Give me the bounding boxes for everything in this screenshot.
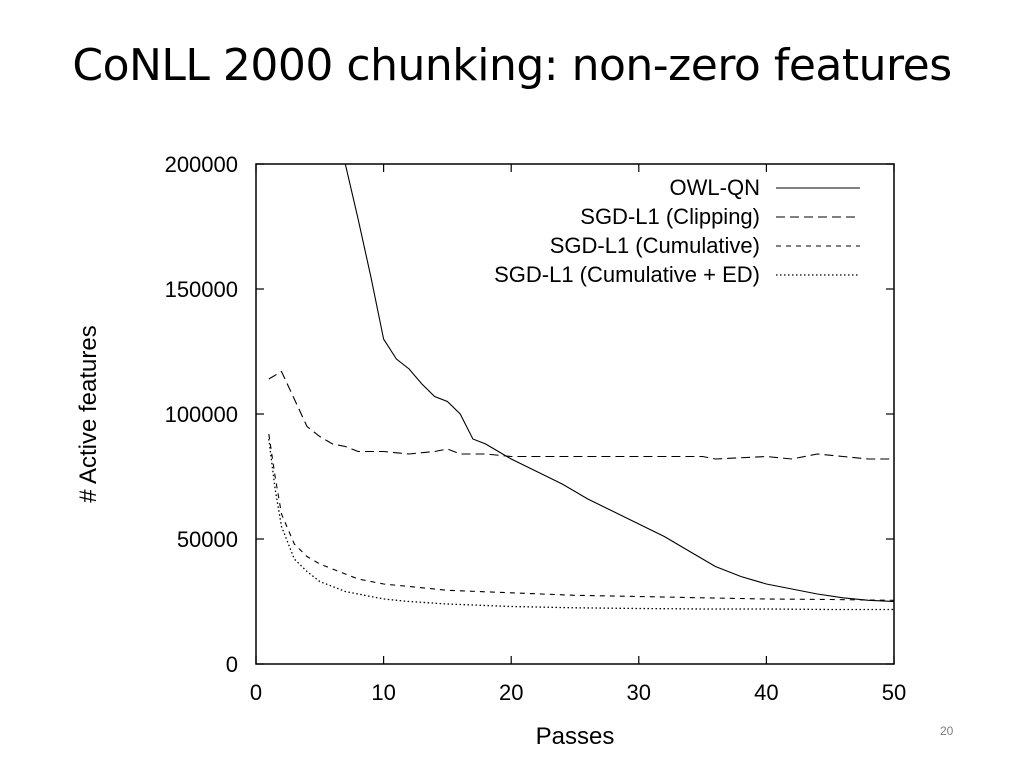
series-line-2: [268, 370, 894, 460]
y-tick-label: 50000: [177, 527, 238, 552]
x-tick-label: 50: [882, 680, 906, 705]
series-group: [268, 164, 894, 611]
x-tick-label: 30: [627, 680, 651, 705]
legend-label: SGD-L1 (Cumulative + ED): [494, 262, 760, 287]
y-axis-label: # Active features: [75, 325, 102, 502]
x-axis: 0 10 20 30 40 50: [250, 164, 906, 705]
y-tick-label: 0: [226, 652, 238, 677]
x-tick-label: 40: [754, 680, 778, 705]
y-tick-label: 200000: [165, 152, 238, 177]
x-axis-label: Passes: [536, 723, 615, 750]
y-tick-label: 150000: [165, 277, 238, 302]
x-tick-label: 0: [250, 680, 262, 705]
x-tick-label: 20: [499, 680, 523, 705]
legend-label: SGD-L1 (Cumulative): [550, 233, 760, 258]
series-line-4: [268, 438, 894, 611]
legend: OWL-QN SGD-L1 (Clipping) SGD-L1 (Cumulativ…: [494, 175, 860, 287]
slide-title: CoNLL 2000 chunking: non-zero features: [72, 40, 952, 91]
series-line-3: [268, 433, 894, 601]
x-tick-label: 10: [371, 680, 395, 705]
page-number: 20: [940, 724, 954, 738]
legend-label: OWL-QN: [670, 175, 760, 200]
y-axis: 0 50000 100000 150000 200000: [165, 152, 894, 677]
series-line-1: [344, 164, 894, 603]
y-tick-label: 100000: [165, 402, 238, 427]
legend-label: SGD-L1 (Clipping): [580, 204, 760, 229]
